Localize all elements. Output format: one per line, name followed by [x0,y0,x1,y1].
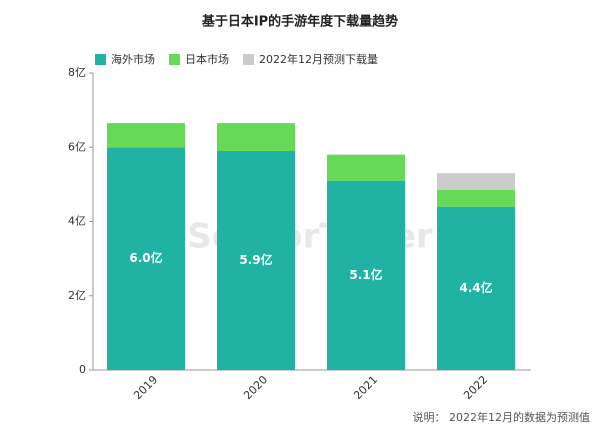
legend-label: 海外市场 [111,52,155,66]
bar-segment [437,206,515,370]
bar-segment [107,147,185,370]
bar-segment [327,154,405,181]
note: 说明： 2022年12月的数据为预测值 [413,410,591,424]
y-tick-label: 6亿 [68,140,86,153]
value-label: 6.0亿 [129,250,162,265]
legend-swatch [95,54,106,65]
value-label: 5.1亿 [349,267,382,282]
bar-segment [437,173,515,190]
y-tick-label: 0 [79,363,86,376]
legend-swatch [243,54,254,65]
bar-segment [217,150,295,370]
x-tick-label: 2020 [241,373,270,402]
bar-segment [107,123,185,148]
bar-segment [327,180,405,370]
bar-segment [217,123,295,151]
value-label: 4.4亿 [459,280,492,295]
x-tick-label: 2022 [461,373,490,402]
legend-label: 2022年12月预测下载量 [259,52,378,66]
legend-label: 日本市场 [185,52,229,66]
legend-swatch [169,54,180,65]
y-tick-label: 4亿 [68,215,86,228]
value-label: 5.9亿 [239,252,272,267]
x-tick-label: 2021 [351,373,380,402]
bar-segment [437,189,515,207]
y-tick-label: 2亿 [68,289,86,302]
x-tick-label: 2019 [131,373,160,402]
chart-title: 基于日本IP的手游年度下载量趋势 [201,14,398,30]
y-tick-label: 8亿 [68,66,86,79]
